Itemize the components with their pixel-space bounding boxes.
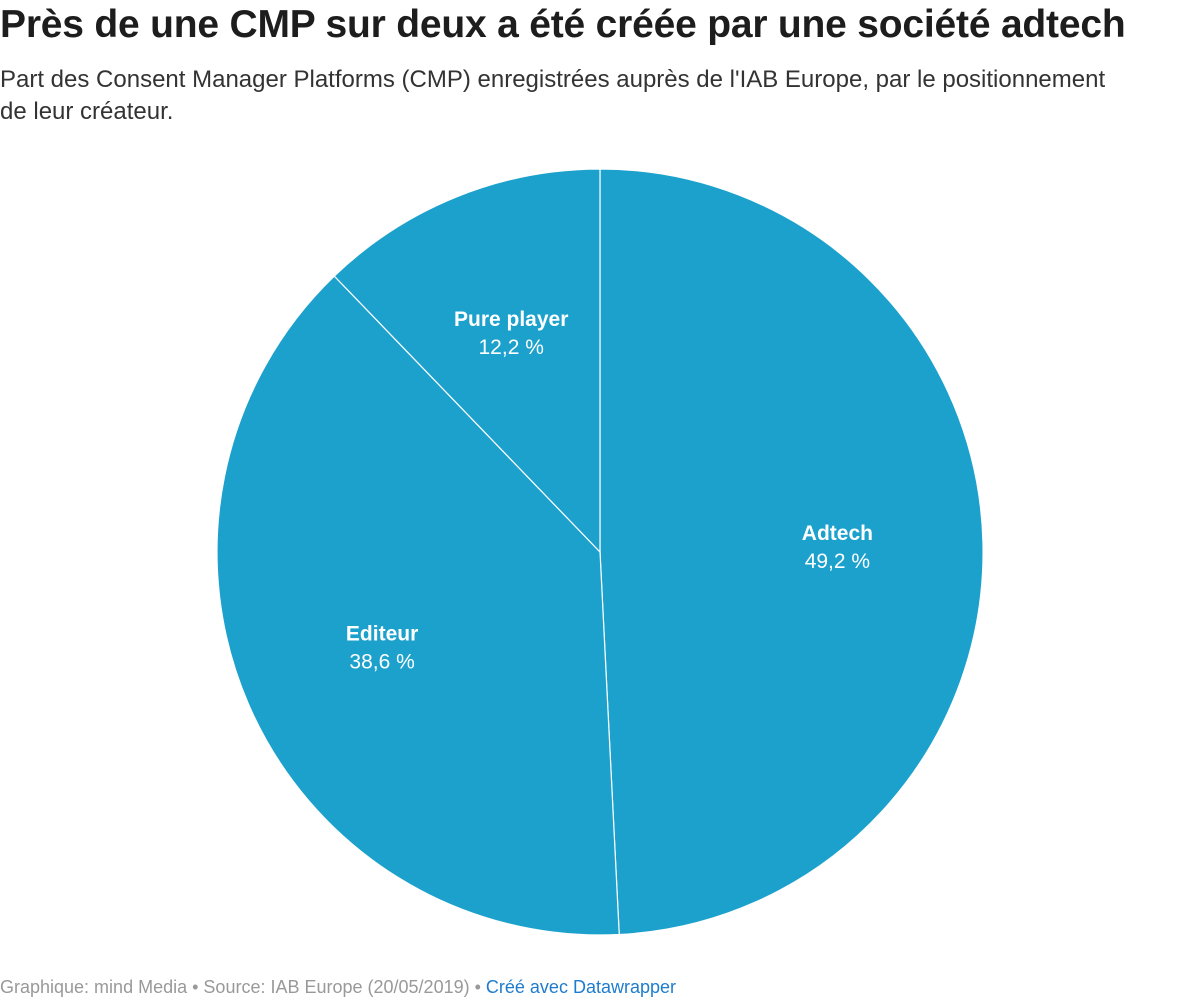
slice-label-editeur: Editeur (346, 622, 418, 645)
slice-label-adtech: Adtech (802, 522, 873, 545)
chart-title: Près de une CMP sur deux a été créée par… (0, 3, 1126, 46)
slice-value-pure-player: 12,2 % (479, 336, 544, 359)
footer-credit: Graphique: mind Media (0, 977, 188, 997)
slice-label-pure-player: Pure player (454, 308, 568, 331)
slice-value-editeur: 38,6 % (349, 650, 414, 673)
chart-subtitle: Part des Consent Manager Platforms (CMP)… (0, 66, 1106, 125)
footer-separator-2: • (469, 977, 486, 997)
pie-slices (216, 168, 984, 936)
footer-separator: • (187, 977, 204, 997)
pie-slice-adtech (599, 168, 984, 936)
footer-source: Source: IAB Europe (20/05/2019) (203, 977, 470, 997)
pie-slice-pure-player (333, 168, 601, 554)
pie-chart: Adtech 49,2 % Editeur 38,6 % Pure player 12,2… (216, 168, 984, 936)
datawrapper-link[interactable]: Créé avec Datawrapper (485, 977, 676, 997)
pie-slice-editeur (216, 275, 620, 936)
chart-footer: Graphique: mind Media • Source: IAB Euro… (0, 975, 676, 999)
slice-value-adtech: 49,2 % (805, 550, 870, 573)
pie-labels: Adtech 49,2 % Editeur 38,6 % Pure player 12,2… (346, 308, 873, 674)
